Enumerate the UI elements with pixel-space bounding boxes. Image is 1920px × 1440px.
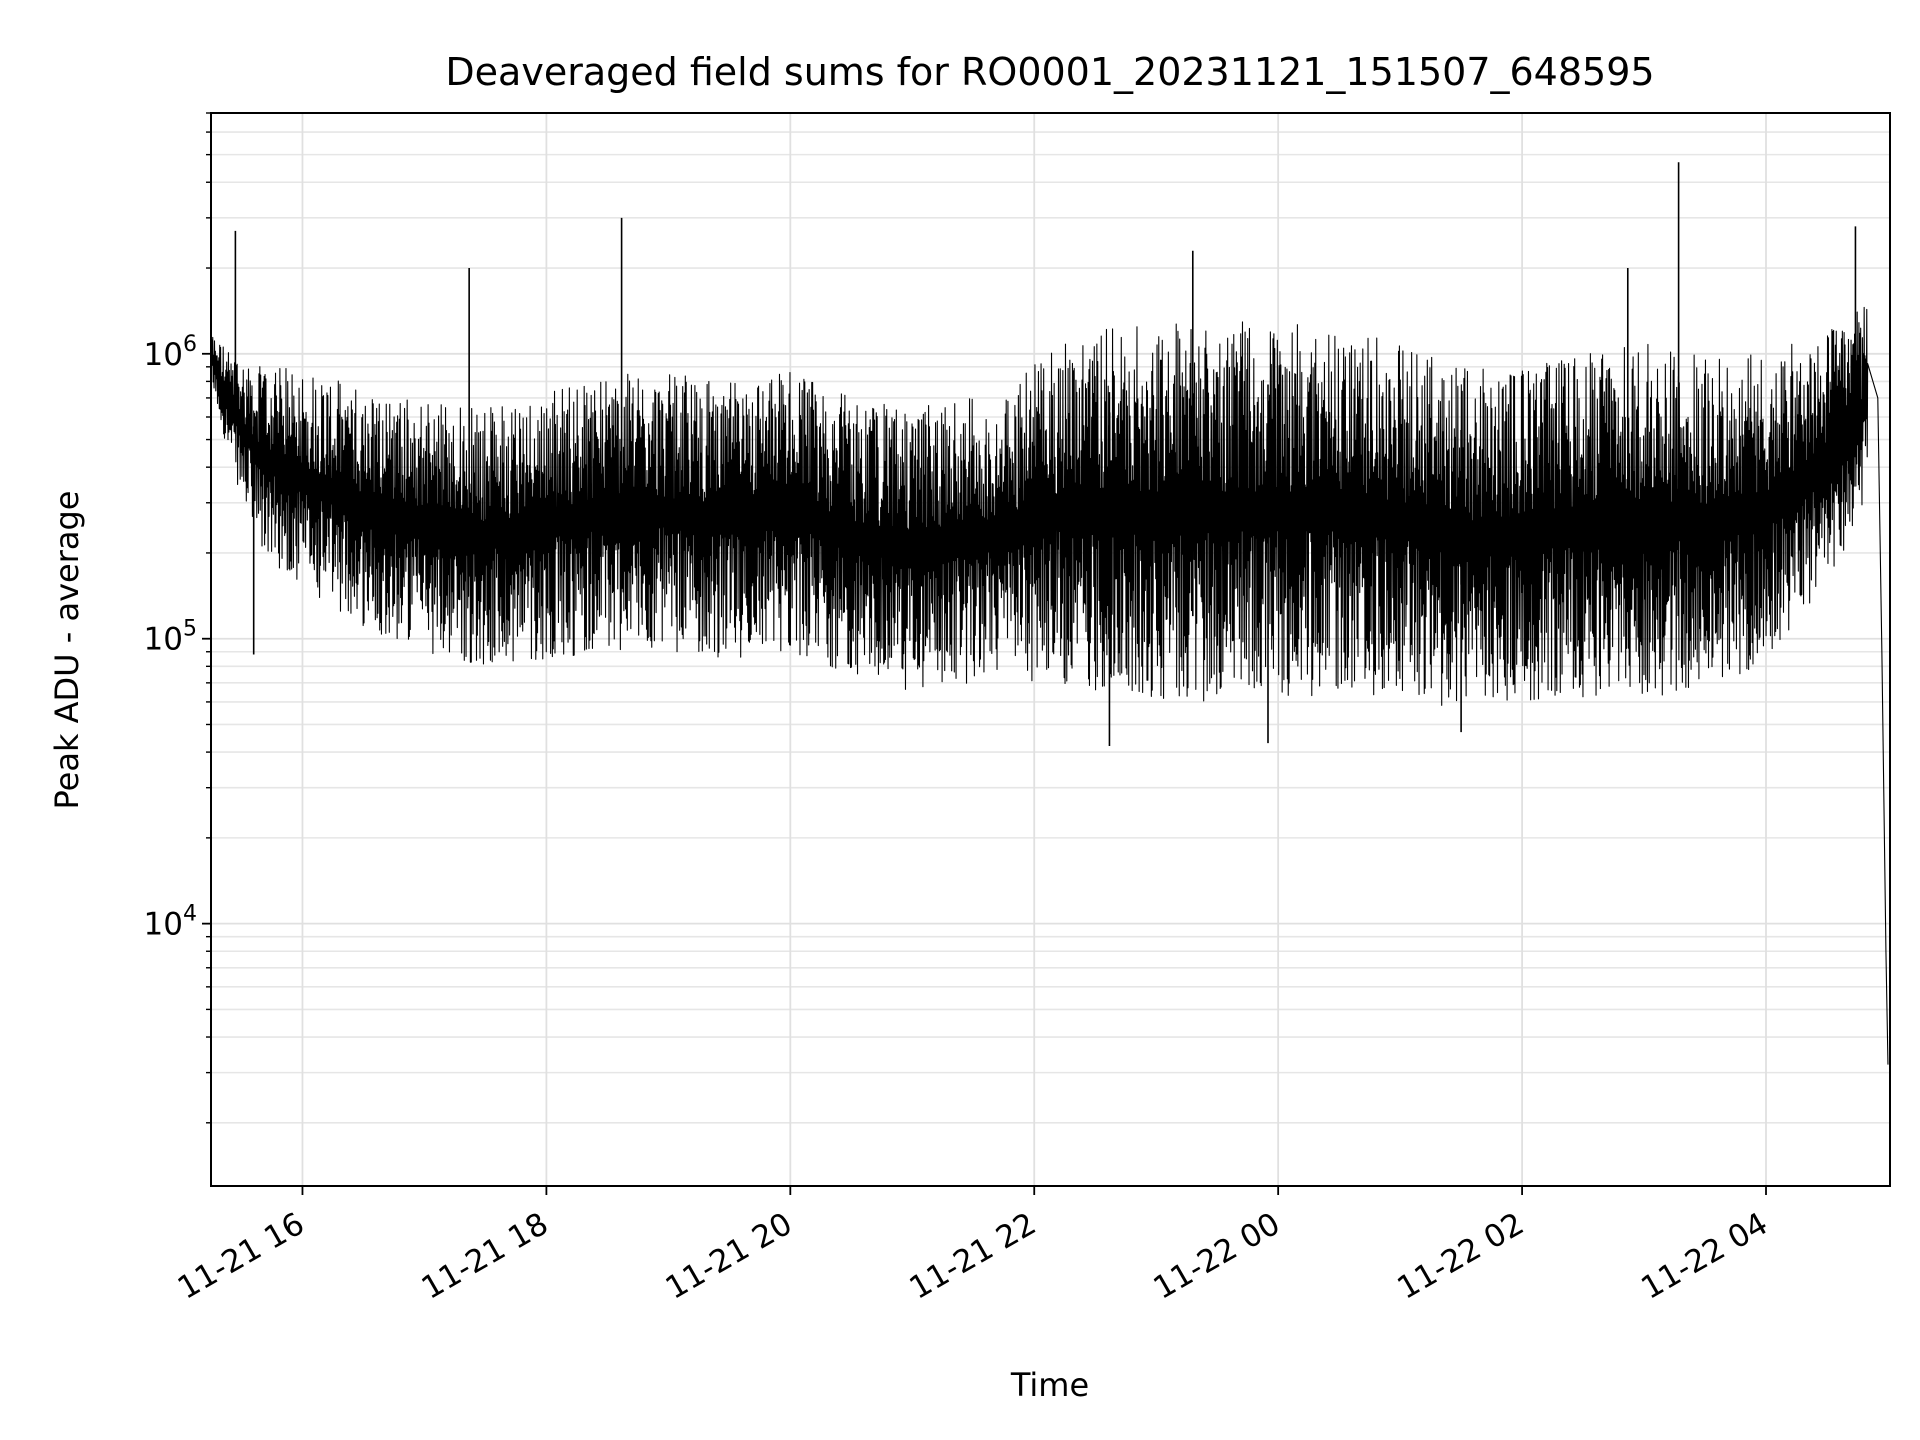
data-line [210, 306, 1889, 1065]
y-tick-label: 104 [144, 902, 197, 943]
y-axis-label: Peak ADU - average [48, 491, 86, 810]
plot-frame [210, 112, 1891, 1187]
x-axis-label: Time [1010, 1366, 1089, 1404]
data-series [210, 162, 1889, 1065]
y-tick-label: 106 [144, 332, 197, 373]
y-tick-label: 105 [144, 617, 197, 658]
chart-title: Deaveraged field sums for RO0001_2023112… [445, 50, 1654, 94]
